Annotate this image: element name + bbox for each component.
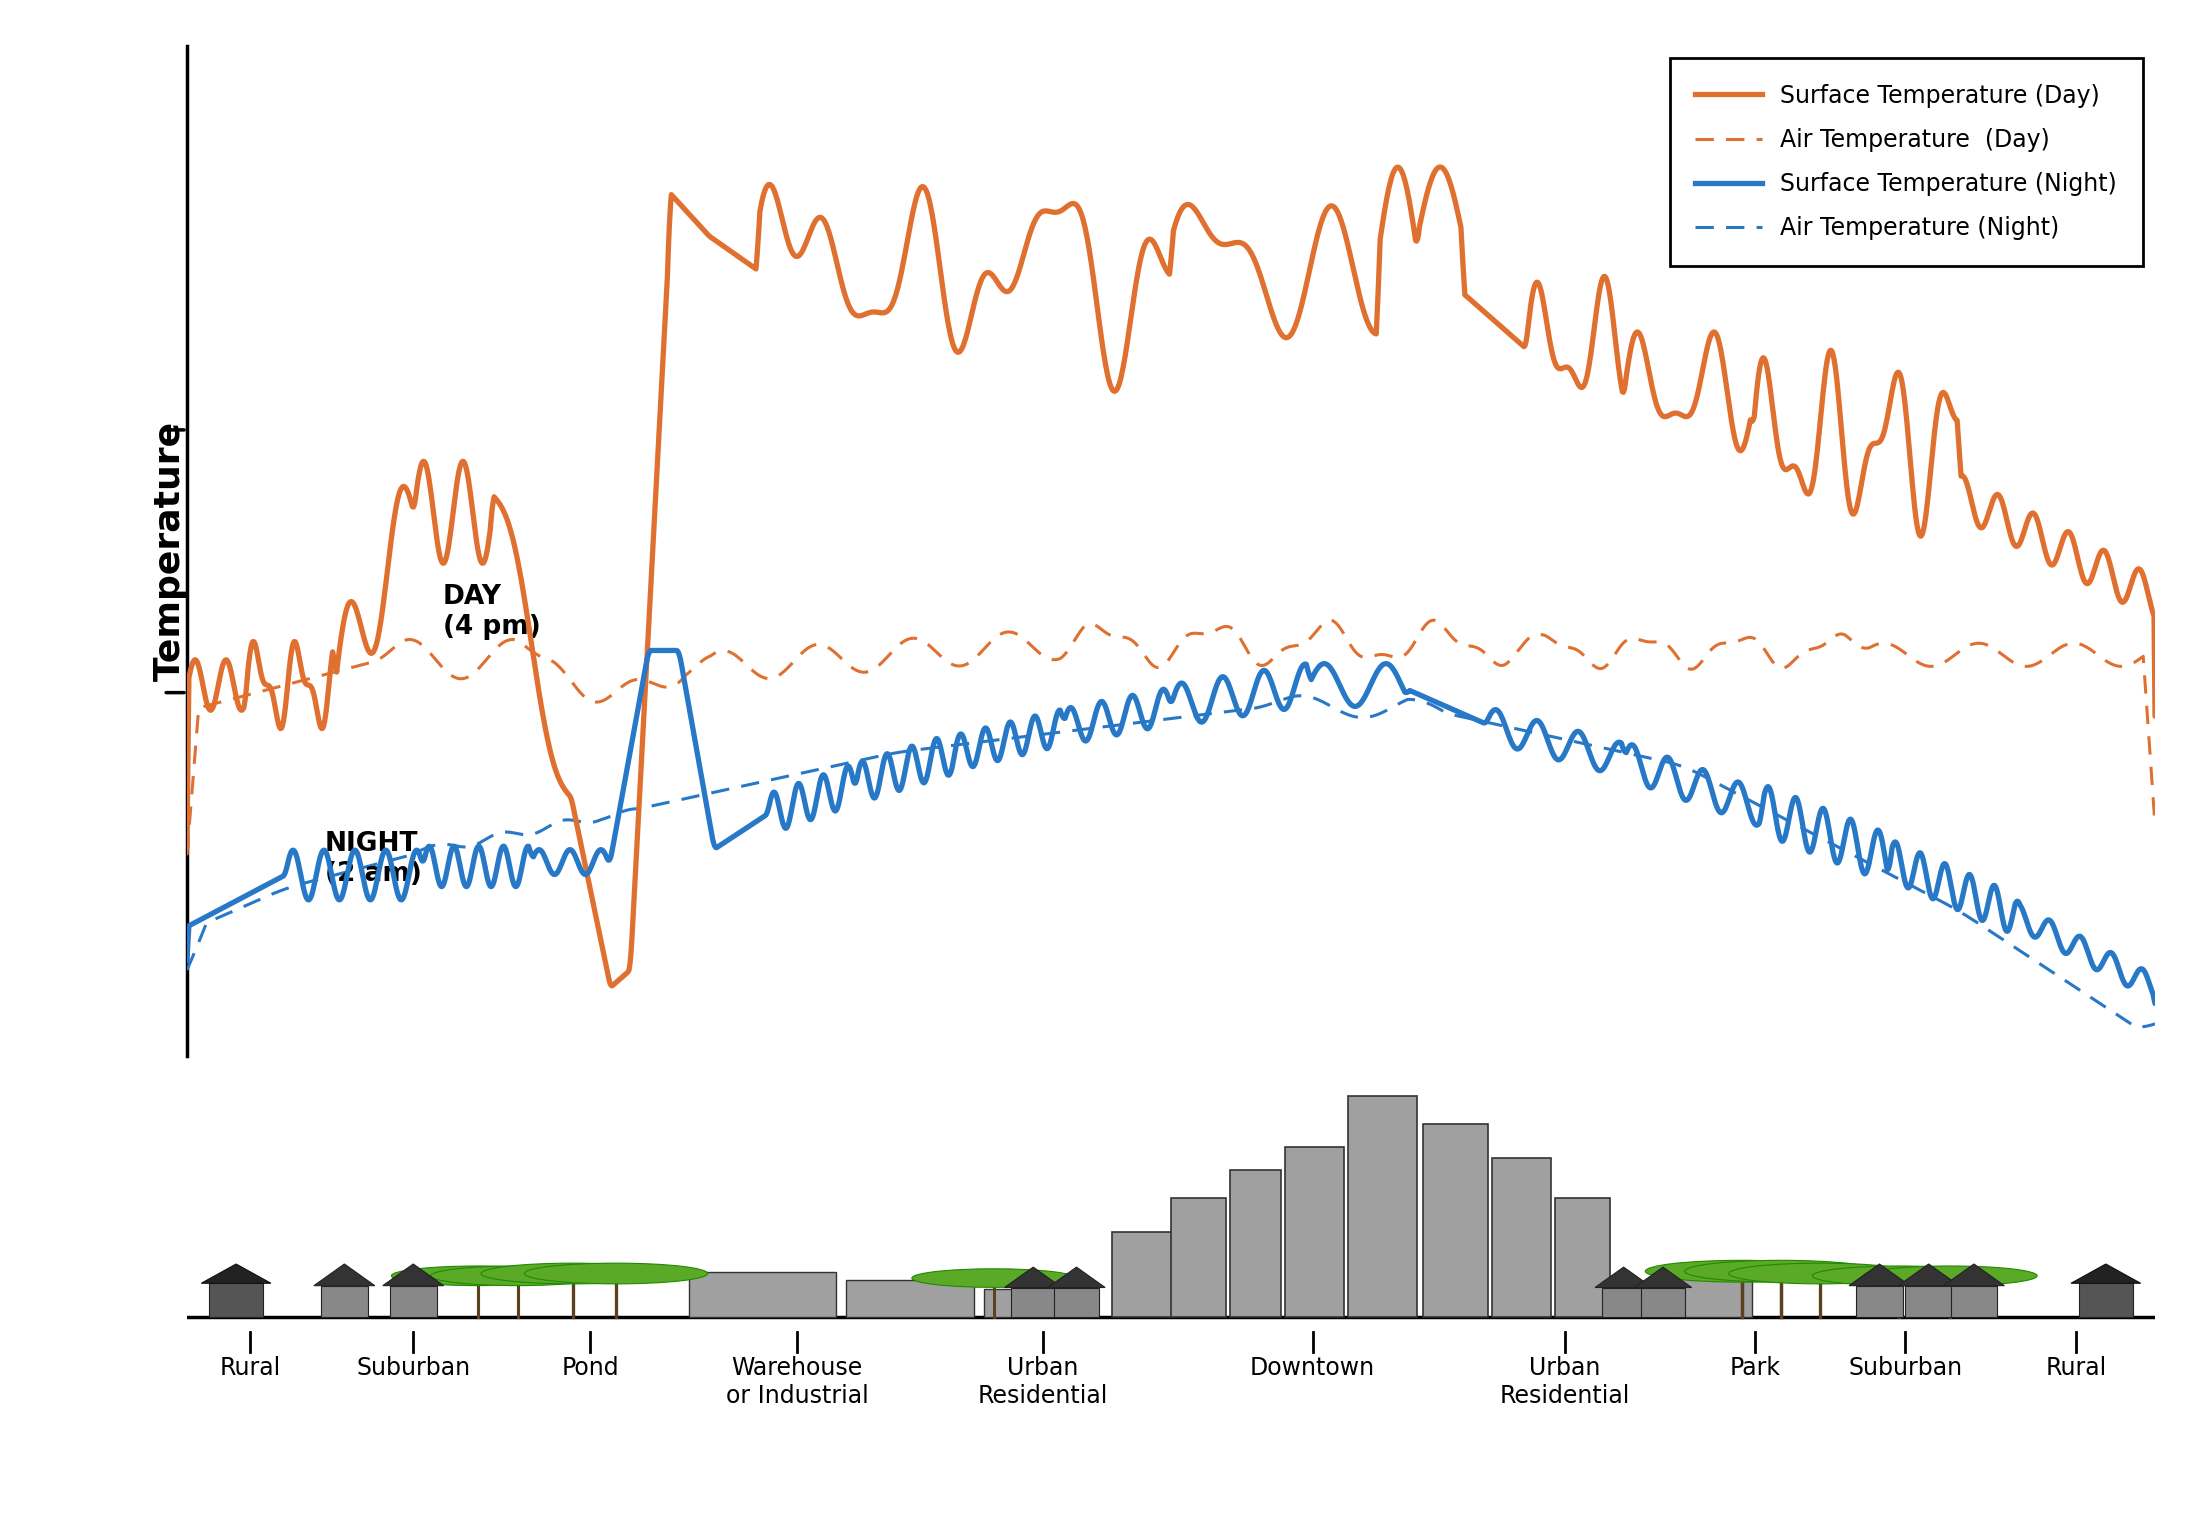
Bar	[1555, 1197, 1610, 1317]
Bar	[1113, 1232, 1174, 1317]
Bar	[1423, 1124, 1489, 1317]
Text: Rural: Rural	[2045, 1356, 2107, 1379]
Ellipse shape	[1645, 1260, 1838, 1281]
Legend: Surface Temperature (Day), Air Temperature  (Day), Surface Temperature (Night), : Surface Temperature (Day), Air Temperatu…	[1669, 58, 2144, 266]
Bar	[688, 1272, 836, 1317]
Ellipse shape	[482, 1263, 664, 1285]
Polygon shape	[1849, 1265, 1911, 1286]
Bar	[1951, 1286, 1997, 1317]
Bar	[1904, 1286, 1953, 1317]
Text: Park: Park	[1731, 1356, 1781, 1379]
Ellipse shape	[1684, 1260, 1878, 1281]
Text: Urban
Residential: Urban Residential	[979, 1356, 1108, 1407]
Bar	[389, 1286, 438, 1317]
Polygon shape	[1594, 1268, 1651, 1288]
Text: DAY
(4 pm): DAY (4 pm)	[442, 583, 541, 640]
Bar	[1640, 1288, 1684, 1317]
Bar	[983, 1289, 1093, 1317]
Ellipse shape	[1812, 1266, 1986, 1286]
Bar	[1678, 1277, 1753, 1317]
Text: Pond: Pond	[561, 1356, 620, 1379]
Text: Rural: Rural	[220, 1356, 281, 1379]
Polygon shape	[1049, 1268, 1106, 1288]
Bar	[1229, 1170, 1282, 1317]
Polygon shape	[2071, 1265, 2140, 1283]
Bar	[209, 1283, 264, 1317]
Polygon shape	[202, 1265, 270, 1283]
Y-axis label: Temperature: Temperature	[154, 421, 187, 681]
Ellipse shape	[1728, 1263, 1913, 1285]
Bar	[1170, 1197, 1227, 1317]
Bar	[1056, 1288, 1100, 1317]
Text: Suburban: Suburban	[1847, 1356, 1962, 1379]
Text: NIGHT
(2 am): NIGHT (2 am)	[325, 831, 422, 888]
Text: Urban
Residential: Urban Residential	[1500, 1356, 1629, 1407]
Bar	[1856, 1286, 1902, 1317]
Polygon shape	[383, 1265, 444, 1286]
Polygon shape	[1634, 1268, 1691, 1288]
Bar	[1012, 1288, 1056, 1317]
Ellipse shape	[431, 1266, 605, 1286]
Ellipse shape	[1863, 1266, 2036, 1286]
Bar	[1601, 1288, 1645, 1317]
Bar	[2078, 1283, 2133, 1317]
Ellipse shape	[913, 1269, 1075, 1288]
Polygon shape	[1944, 1265, 2005, 1286]
Bar	[847, 1280, 974, 1317]
Bar	[1284, 1147, 1344, 1317]
Bar	[321, 1286, 367, 1317]
Polygon shape	[314, 1265, 374, 1286]
Polygon shape	[1005, 1268, 1062, 1288]
Bar	[1491, 1159, 1550, 1317]
Bar	[1348, 1096, 1416, 1317]
Text: Downtown: Downtown	[1249, 1356, 1374, 1379]
Polygon shape	[1898, 1265, 1959, 1286]
Ellipse shape	[523, 1263, 708, 1285]
Ellipse shape	[391, 1266, 565, 1286]
Text: Suburban: Suburban	[356, 1356, 471, 1379]
Text: Warehouse
or Industrial: Warehouse or Industrial	[726, 1356, 869, 1407]
